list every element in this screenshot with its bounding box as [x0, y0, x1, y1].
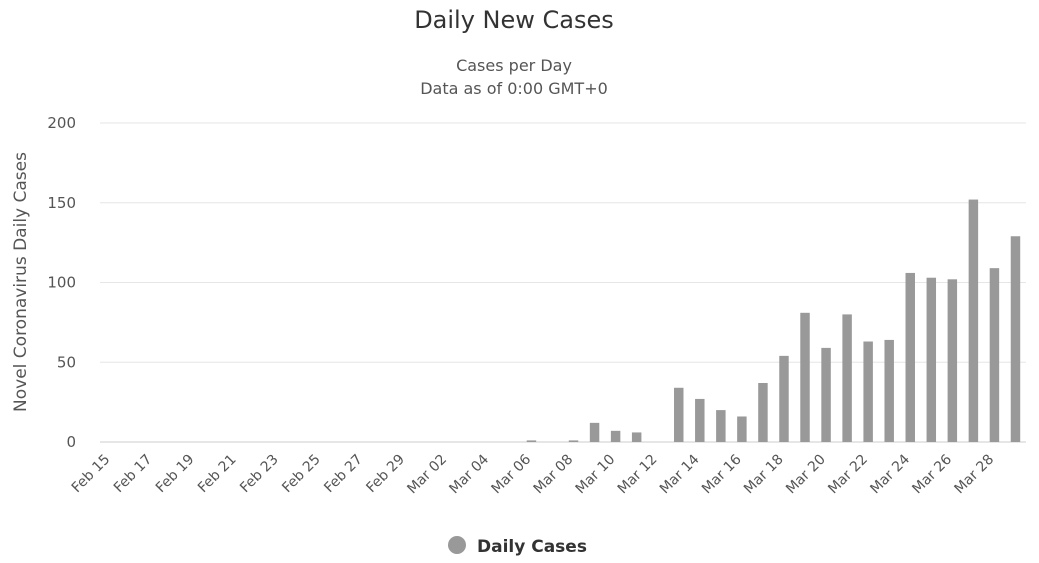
bar[interactable] [674, 387, 684, 442]
x-tick-label: Mar 16 [699, 451, 745, 497]
bar[interactable] [905, 272, 915, 442]
x-tick-label: Feb 23 [237, 452, 282, 497]
y-tick-label: 50 [57, 353, 76, 371]
x-tick-label: Mar 12 [615, 452, 661, 498]
x-tick-label: Mar 24 [867, 451, 913, 497]
x-tick-label: Feb 27 [321, 452, 366, 497]
legend[interactable]: Daily Cases [448, 536, 587, 557]
x-tick-label: Feb 25 [279, 452, 324, 497]
x-tick-label: Mar 20 [783, 452, 829, 498]
y-tick-label: 100 [47, 274, 76, 292]
x-tick-label: Mar 22 [825, 452, 871, 498]
bar[interactable] [1010, 236, 1021, 442]
x-tick-label: Feb 29 [363, 452, 408, 497]
legend-marker[interactable] [448, 536, 466, 554]
bars[interactable] [526, 199, 1021, 442]
chart-subtitle-line-1: Cases per Day [456, 56, 572, 75]
y-tick-label: 0 [66, 433, 76, 451]
bar[interactable] [568, 440, 579, 442]
chart-subtitle-line-2: Data as of 0:00 GMT+0 [420, 79, 608, 98]
y-tick-label: 150 [47, 194, 76, 212]
bar[interactable] [821, 347, 831, 442]
bar[interactable] [779, 355, 789, 442]
y-axis-label: Novel Coronavirus Daily Cases [11, 152, 31, 412]
bar[interactable] [968, 199, 979, 442]
x-tick-label: Feb 21 [195, 452, 240, 497]
x-tick-label: Mar 08 [531, 452, 577, 498]
x-tick-label: Mar 06 [489, 451, 535, 497]
bar[interactable] [526, 440, 537, 442]
x-tick-label: Feb 19 [153, 452, 198, 497]
x-tick-label: Mar 28 [952, 452, 998, 498]
x-tick-label: Mar 18 [741, 452, 787, 498]
bar[interactable] [842, 314, 852, 442]
x-tick-label: Mar 14 [657, 451, 703, 497]
bar[interactable] [863, 341, 873, 442]
bar[interactable] [631, 432, 642, 442]
y-axis-ticks: 0 50 100 150 200 [47, 114, 76, 451]
x-tick-label: Feb 15 [69, 452, 114, 497]
x-tick-label: Feb 17 [111, 452, 156, 497]
x-tick-label: Mar 26 [909, 451, 955, 497]
y-tick-label: 200 [47, 114, 76, 132]
bar[interactable] [716, 410, 726, 442]
x-tick-label: Mar 04 [446, 451, 492, 497]
bar[interactable] [989, 268, 1000, 442]
bar[interactable] [758, 382, 768, 442]
legend-label[interactable]: Daily Cases [477, 537, 587, 557]
x-tick-label: Mar 10 [573, 452, 619, 498]
bar[interactable] [695, 398, 705, 442]
bar[interactable] [737, 416, 747, 442]
bar[interactable] [610, 430, 621, 442]
bar[interactable] [800, 312, 810, 442]
bar[interactable] [926, 277, 937, 442]
bar[interactable] [947, 279, 958, 442]
bar[interactable] [589, 422, 600, 442]
x-tick-label: Mar 02 [404, 452, 450, 498]
bar[interactable] [884, 339, 894, 442]
chart-title: Daily New Cases [414, 6, 614, 34]
